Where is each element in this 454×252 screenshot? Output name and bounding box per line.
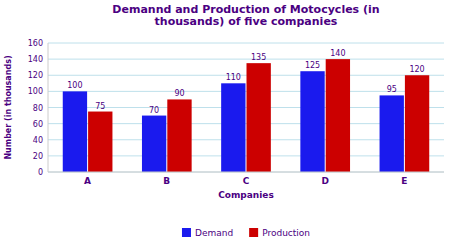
y-axis-line (48, 43, 49, 172)
y-tick-label: 60 (33, 120, 43, 129)
title-line: thousands) of five companies (155, 15, 338, 28)
legend: Demand Production (182, 228, 310, 238)
chart: Demannd and Production of Motocycles (in… (0, 0, 454, 252)
legend-label: Demand (195, 228, 233, 238)
x-tick-label: C (243, 176, 250, 186)
legend-swatch (182, 228, 191, 237)
x-tick-label: E (401, 176, 407, 186)
x-axis: A B C D E (84, 176, 407, 186)
bars (63, 59, 429, 172)
title: Demannd and Production of Motocycles (in… (112, 3, 379, 28)
data-label: 110 (226, 73, 241, 82)
x-axis-label: Companies (218, 190, 274, 200)
grid-line (48, 91, 444, 92)
data-label: 135 (251, 53, 266, 62)
bar (63, 91, 87, 172)
y-tick-label: 40 (33, 136, 43, 145)
data-label: 90 (174, 89, 184, 98)
grid-line (48, 172, 444, 173)
y-tick-label: 140 (28, 55, 43, 64)
data-label: 125 (305, 61, 320, 70)
y-tick-label: 0 (38, 168, 43, 177)
data-label: 100 (67, 81, 82, 90)
x-tick-label: D (321, 176, 328, 186)
bar (167, 99, 191, 172)
grid-line (48, 43, 444, 44)
legend-swatch (249, 228, 258, 237)
data-label: 95 (387, 85, 397, 94)
data-label: 120 (409, 65, 424, 74)
grid-line (48, 75, 444, 76)
x-tick-label: B (163, 176, 170, 186)
bar (142, 116, 166, 172)
y-axis: 0 20 40 60 80 100 120 140 160 (28, 39, 444, 177)
y-tick-label: 120 (28, 71, 43, 80)
data-label: 75 (95, 102, 105, 111)
x-tick-label: A (84, 176, 91, 186)
legend-item: Demand (182, 228, 233, 238)
y-tick-label: 20 (33, 152, 43, 161)
bar (247, 63, 271, 172)
x-axis-line (48, 172, 444, 173)
legend-label: Production (262, 228, 310, 238)
grid-line (48, 59, 444, 60)
bar (380, 95, 404, 172)
y-tick-label: 80 (33, 104, 43, 113)
data-label: 70 (149, 106, 159, 115)
bar (221, 83, 245, 172)
y-tick-label: 160 (28, 39, 43, 48)
data-label: 140 (330, 49, 345, 58)
y-tick-label: 100 (28, 87, 43, 96)
bar (326, 59, 350, 172)
bar (300, 71, 324, 172)
bar (88, 112, 112, 172)
data-labels: 100 70 110 125 95 75 90 135 140 120 (67, 49, 424, 114)
y-axis-label: Number (in thousands) (4, 55, 13, 159)
bar (405, 75, 429, 172)
legend-item: Production (249, 228, 310, 238)
